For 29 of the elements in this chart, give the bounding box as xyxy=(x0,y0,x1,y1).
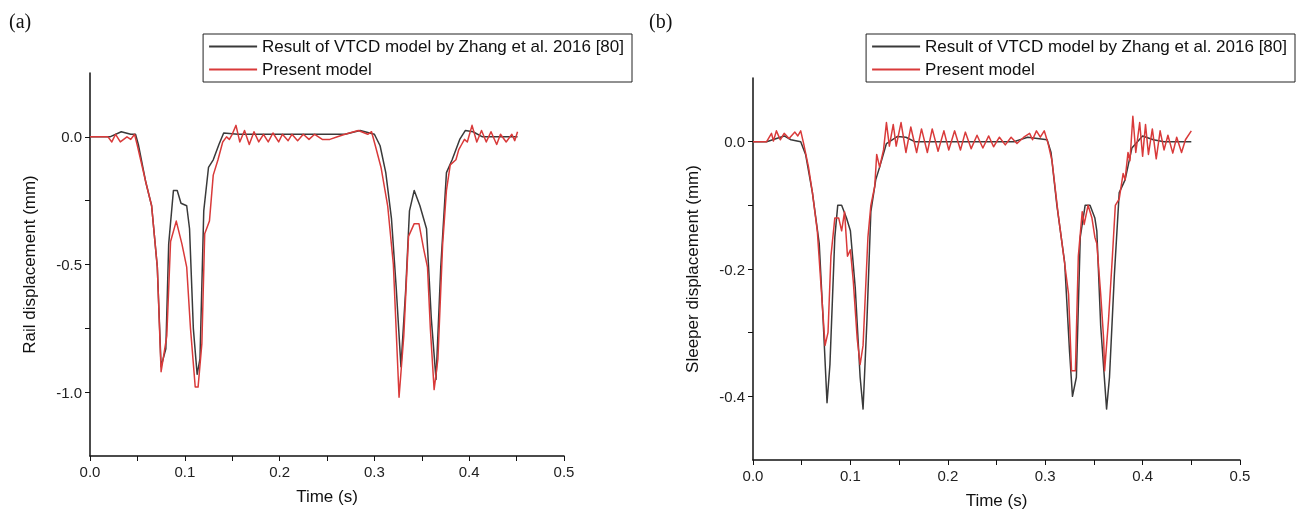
x-tick-label: 0.4 xyxy=(1132,467,1154,484)
x-tick-label: 0.2 xyxy=(937,467,959,484)
x-tick-label: 0.2 xyxy=(269,463,291,480)
legend-label: Result of VTCD model by Zhang et al. 2016 [80] xyxy=(262,37,625,56)
x-axis-title: Time (s) xyxy=(296,487,358,506)
x-tick-label: 0.0 xyxy=(742,467,764,484)
x-tick-label: 0.0 xyxy=(79,463,101,480)
chart-title: (b) xyxy=(649,10,673,33)
x-tick-label: 0.5 xyxy=(553,463,575,480)
y-tick-label: -0.5 xyxy=(56,256,82,273)
y-tick-label: 0.0 xyxy=(724,133,745,151)
legend-label: Present model xyxy=(262,60,372,79)
x-tick-label: 0.1 xyxy=(174,463,196,480)
y-tick-label: 0.0 xyxy=(61,128,82,146)
x-axis-title: Time (s) xyxy=(965,491,1028,510)
y-axis-title: Rail displacement (mm) xyxy=(20,175,39,354)
x-tick-label: 0.3 xyxy=(1034,467,1056,484)
y-tick-label: -0.2 xyxy=(719,260,745,278)
chart-title: (a) xyxy=(9,10,32,33)
y-axis-title: Sleeper displacement (mm) xyxy=(683,165,702,373)
x-tick-label: 0.3 xyxy=(363,463,385,480)
y-tick-label: -0.4 xyxy=(719,387,745,405)
legend-label: Present model xyxy=(925,60,1035,79)
x-tick-label: 0.5 xyxy=(1229,467,1251,484)
line-series xyxy=(752,115,1193,372)
y-tick-label: -1.0 xyxy=(56,383,82,401)
x-tick-label: 0.1 xyxy=(839,467,861,484)
x-tick-label: 0.4 xyxy=(458,463,480,480)
legend-label: Result of VTCD model by Zhang et al. 2016 [80] xyxy=(925,37,1288,56)
